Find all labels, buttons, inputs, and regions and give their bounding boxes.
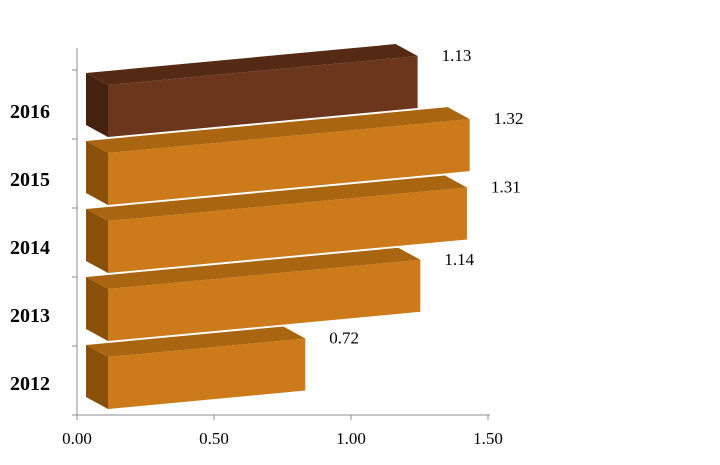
category-label-2015: 2015 [10, 169, 50, 191]
data-label-2015: 1.32 [494, 109, 524, 128]
bar-side-face [86, 345, 108, 409]
bar-2016 [86, 44, 418, 137]
bar-side-face [86, 209, 108, 273]
bar-top-face [86, 326, 306, 357]
labels-layer: 1.13 2016 1.32 2015 1.31 2014 1.14 2013 0.72 2012… [10, 46, 523, 448]
category-label-2014: 2014 [10, 237, 50, 259]
bar-front-face [108, 119, 470, 205]
bar-front-face [108, 338, 306, 409]
x-tick-label: 1.00 [336, 429, 366, 448]
bars-layer [86, 44, 470, 409]
category-label-2016: 2016 [10, 101, 50, 123]
x-tick-label: 0.00 [62, 429, 92, 448]
bar-2014 [86, 175, 467, 273]
x-tick-label: 0.50 [199, 429, 229, 448]
bar-2015 [86, 107, 470, 205]
bar-top-face [86, 107, 470, 153]
bar-top-face [86, 44, 418, 85]
bar-side-face [86, 277, 108, 341]
bar-front-face [108, 259, 421, 341]
axis-layer [72, 48, 490, 420]
data-label-2016: 1.13 [442, 46, 472, 65]
data-label-2013: 1.14 [444, 250, 474, 269]
x-tick-label: 1.50 [473, 429, 503, 448]
bar-side-face [86, 73, 108, 137]
data-label-2012: 0.72 [329, 329, 359, 348]
category-label-2012: 2012 [10, 373, 50, 395]
bar-2013 [86, 247, 421, 341]
data-label-2014: 1.31 [491, 177, 521, 196]
bar-2012 [86, 326, 306, 409]
bar-side-face [86, 141, 108, 205]
bar-top-face [86, 175, 467, 221]
bar-front-face [108, 56, 418, 137]
bar-top-face [86, 247, 421, 289]
category-label-2013: 2013 [10, 305, 50, 327]
bar-front-face [108, 187, 467, 273]
